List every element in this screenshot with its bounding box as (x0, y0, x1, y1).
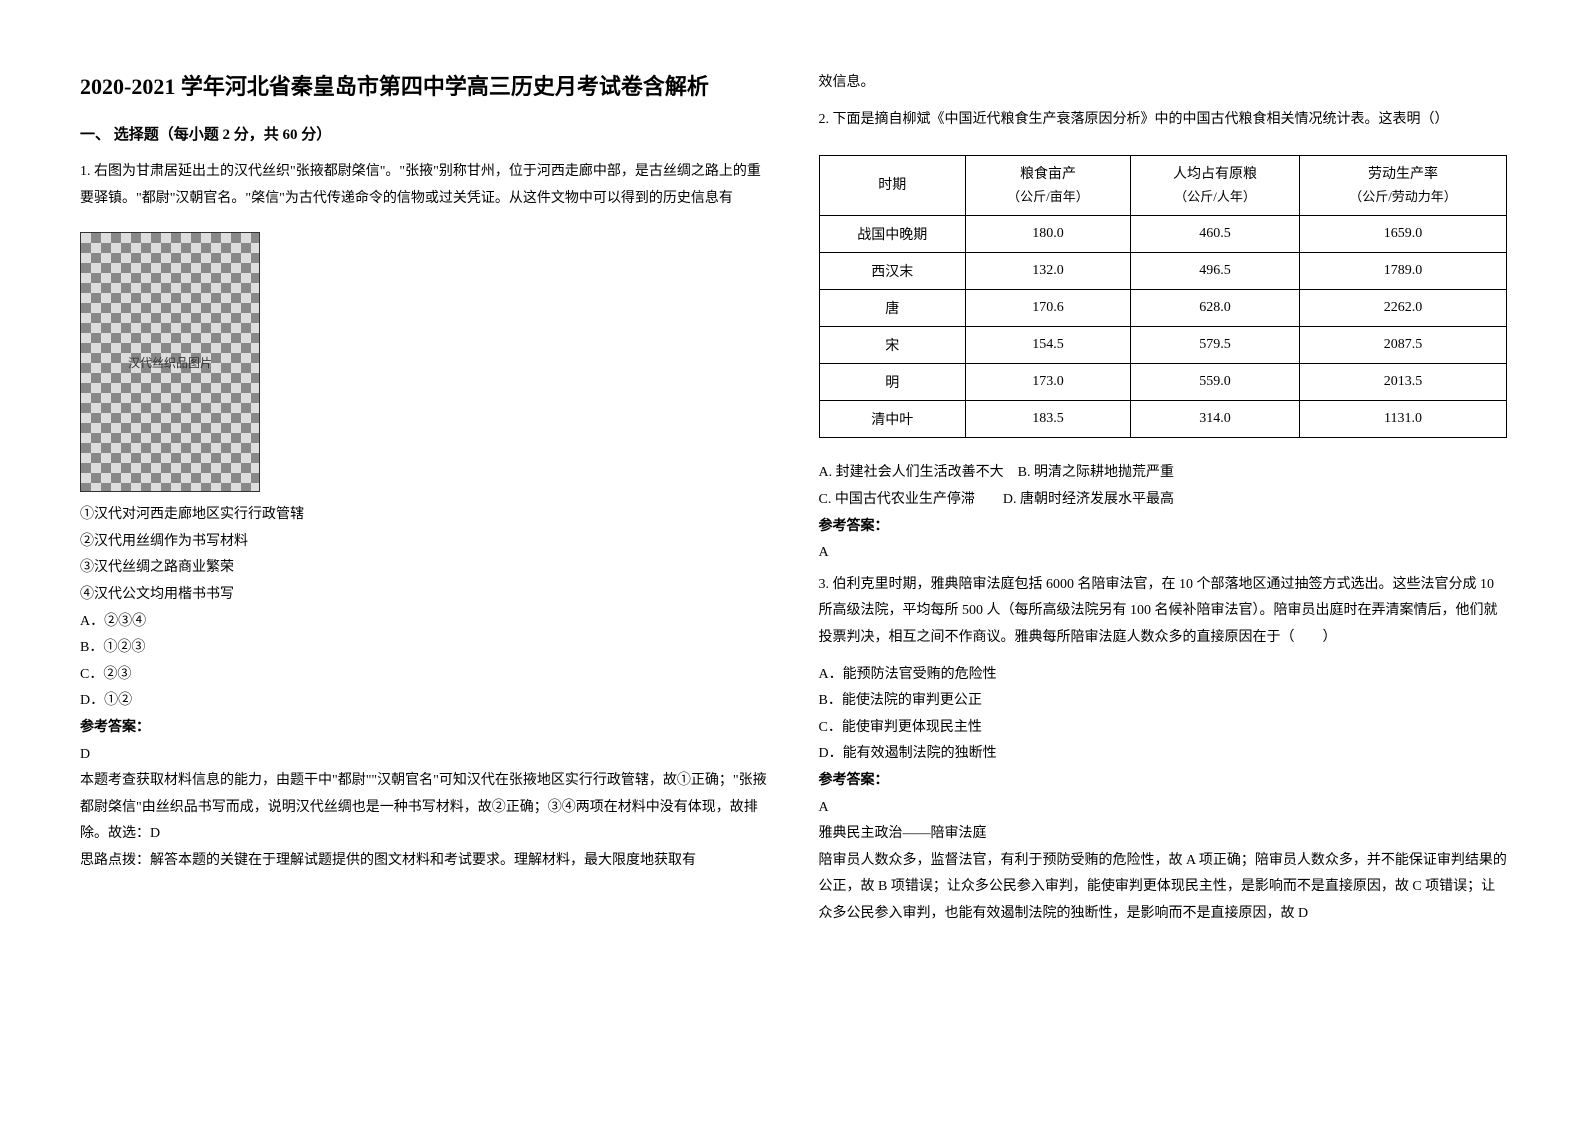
table-cell: 清中叶 (819, 401, 965, 438)
question3-option-b: B．能使法院的审判更公正 (819, 688, 1508, 715)
table-row: 西汉末 132.0 496.5 1789.0 (819, 253, 1507, 290)
question3-answer: A (819, 795, 1508, 822)
table-row: 明 173.0 559.0 2013.5 (819, 364, 1507, 401)
table-cell: 宋 (819, 327, 965, 364)
table-cell: 2262.0 (1300, 290, 1507, 327)
question3-explanation: 陪审员人数众多，监督法官，有利于预防受贿的危险性，故 A 项正确；陪审员人数众多… (819, 848, 1508, 928)
table-header-3: 人均占有原粮 （公斤/人年） (1131, 156, 1300, 216)
table-row: 宋 154.5 579.5 2087.5 (819, 327, 1507, 364)
table-cell: 1659.0 (1300, 216, 1507, 253)
table-cell: 2087.5 (1300, 327, 1507, 364)
table-cell: 154.5 (965, 327, 1130, 364)
table-row: 唐 170.6 628.0 2262.0 (819, 290, 1507, 327)
header-main-4: 劳动生产率 (1310, 164, 1496, 186)
table-cell: 170.6 (965, 290, 1130, 327)
question3-explanation-title: 雅典民主政治——陪审法庭 (819, 821, 1508, 848)
table-header-2: 粮食亩产 （公斤/亩年） (965, 156, 1130, 216)
question1-option-b: B．①②③ (80, 635, 769, 662)
question1-option-a: A．②③④ (80, 609, 769, 636)
question1-option-d: D．①② (80, 688, 769, 715)
table-cell: 579.5 (1131, 327, 1300, 364)
table-cell: 496.5 (1131, 253, 1300, 290)
table-cell: 173.0 (965, 364, 1130, 401)
header-main-1: 时期 (830, 175, 955, 197)
table-cell: 1131.0 (1300, 401, 1507, 438)
left-column: 2020-2021 学年河北省秦皇岛市第四中学高三历史月考试卷含解析 一、 选择… (80, 70, 769, 1052)
table-cell: 1789.0 (1300, 253, 1507, 290)
table-body: 战国中晚期 180.0 460.5 1659.0 西汉末 132.0 496.5… (819, 216, 1507, 438)
table-cell: 唐 (819, 290, 965, 327)
question1-option-c: C．②③ (80, 662, 769, 689)
question1-statement-2: ②汉代用丝绸作为书写材料 (80, 529, 769, 556)
table-cell: 2013.5 (1300, 364, 1507, 401)
exam-title: 2020-2021 学年河北省秦皇岛市第四中学高三历史月考试卷含解析 (80, 70, 769, 103)
header-main-2: 粮食亩产 (976, 164, 1120, 186)
question1-image: 汉代丝织品图片 (80, 232, 260, 492)
table-cell: 628.0 (1131, 290, 1300, 327)
col2-continuation: 效信息。 (819, 70, 1508, 97)
table-cell: 180.0 (965, 216, 1130, 253)
question1-answer-label: 参考答案： (80, 715, 769, 742)
question3-option-d: D．能有效遏制法院的独断性 (819, 741, 1508, 768)
question2-stem: 2. 下面是摘自柳斌《中国近代粮食生产衰落原因分析》中的中国古代粮食相关情况统计… (819, 107, 1508, 134)
question2-answer: A (819, 540, 1508, 567)
question1-answer: D (80, 742, 769, 769)
question1-stem: 1. 右图为甘肃居延出土的汉代丝织"张掖都尉棨信"。"张掖"别称甘州，位于河西走… (80, 159, 769, 212)
image-alt-text: 汉代丝织品图片 (128, 354, 212, 371)
question1-explanation-1: 本题考查获取材料信息的能力，由题干中"都尉""汉朝官名"可知汉代在张掖地区实行行… (80, 768, 769, 848)
question2-answer-label: 参考答案： (819, 514, 1508, 541)
question1-statement-3: ③汉代丝绸之路商业繁荣 (80, 555, 769, 582)
table-cell: 460.5 (1131, 216, 1300, 253)
question3-option-c: C．能使审判更体现民主性 (819, 715, 1508, 742)
table-row: 清中叶 183.5 314.0 1131.0 (819, 401, 1507, 438)
question2-table: 时期 粮食亩产 （公斤/亩年） 人均占有原粮 （公斤/人年） 劳动生产率 （公斤… (819, 155, 1508, 438)
table-row: 战国中晚期 180.0 460.5 1659.0 (819, 216, 1507, 253)
header-sub-3: （公斤/人年） (1141, 187, 1289, 208)
question2-options-line1: A. 封建社会人们生活改善不大 B. 明清之际耕地抛荒严重 (819, 460, 1508, 487)
header-main-3: 人均占有原粮 (1141, 164, 1289, 186)
table-cell: 明 (819, 364, 965, 401)
table-cell: 559.0 (1131, 364, 1300, 401)
table-cell: 314.0 (1131, 401, 1300, 438)
table-header-1: 时期 (819, 156, 965, 216)
question2-options-line2: C. 中国古代农业生产停滞 D. 唐朝时经济发展水平最高 (819, 487, 1508, 514)
table-cell: 战国中晚期 (819, 216, 965, 253)
header-sub-2: （公斤/亩年） (976, 187, 1120, 208)
right-column: 效信息。 2. 下面是摘自柳斌《中国近代粮食生产衰落原因分析》中的中国古代粮食相… (819, 70, 1508, 1052)
question1-explanation-2: 思路点拨：解答本题的关键在于理解试题提供的图文材料和考试要求。理解材料，最大限度… (80, 848, 769, 875)
question1-statement-4: ④汉代公文均用楷书书写 (80, 582, 769, 609)
header-sub-4: （公斤/劳动力年） (1310, 187, 1496, 208)
question3-answer-label: 参考答案： (819, 768, 1508, 795)
table-header-row: 时期 粮食亩产 （公斤/亩年） 人均占有原粮 （公斤/人年） 劳动生产率 （公斤… (819, 156, 1507, 216)
question1-statement-1: ①汉代对河西走廊地区实行行政管辖 (80, 502, 769, 529)
table-cell: 183.5 (965, 401, 1130, 438)
table-cell: 西汉末 (819, 253, 965, 290)
table-cell: 132.0 (965, 253, 1130, 290)
section-header: 一、 选择题（每小题 2 分，共 60 分） (80, 123, 769, 144)
table-header-4: 劳动生产率 （公斤/劳动力年） (1300, 156, 1507, 216)
question3-option-a: A．能预防法官受贿的危险性 (819, 662, 1508, 689)
question3-stem: 3. 伯利克里时期，雅典陪审法庭包括 6000 名陪审法官，在 10 个部落地区… (819, 572, 1508, 652)
